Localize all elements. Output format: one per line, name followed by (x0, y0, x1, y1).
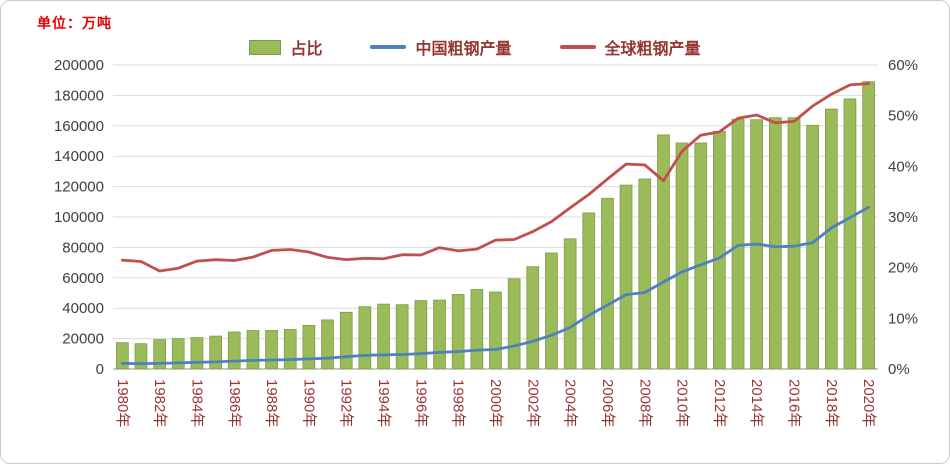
left-axis-tick: 40000 (62, 300, 104, 317)
bar-share (526, 266, 540, 370)
unit-label: 单位：万吨 (37, 15, 112, 31)
right-axis-tick: 30% (888, 209, 918, 226)
bar-share (806, 124, 820, 370)
bar-share (190, 337, 204, 370)
x-axis-tick: 1982年 (151, 379, 168, 427)
bar-share (769, 117, 782, 370)
right-axis-tick: 40% (888, 158, 918, 175)
line-swatch-global-icon (559, 45, 596, 49)
bar-share (563, 238, 577, 370)
bar-swatch-icon (249, 39, 282, 55)
bar-share (825, 108, 838, 370)
bar-share (134, 343, 148, 370)
x-axis-tick: 2012年 (711, 379, 728, 427)
x-axis-tick: 1998年 (450, 379, 467, 427)
bar-share (358, 306, 372, 370)
right-axis-tick: 60% (888, 57, 918, 74)
line-series-0 (120, 205, 871, 366)
x-axis-tick: 2020年 (860, 379, 877, 427)
bar-share (451, 294, 465, 370)
legend-label-china: 中国粗钢产量 (415, 41, 512, 58)
bar-share (545, 252, 558, 370)
right-axis-tick: 0% (888, 361, 910, 378)
legend-label-global: 全球粗钢产量 (604, 41, 701, 58)
bar-share (862, 81, 876, 370)
left-axis-tick: 20000 (62, 331, 104, 348)
bar-share (227, 331, 241, 370)
x-axis-tick: 2006年 (599, 379, 616, 427)
bar-share (395, 304, 409, 370)
x-axis-tick: 1988年 (263, 379, 280, 427)
x-axis-tick: 1980年 (114, 379, 131, 427)
x-axis-tick: 2004年 (562, 379, 579, 427)
x-axis-tick: 2000年 (487, 379, 504, 427)
right-axis-tick: 50% (888, 108, 918, 125)
bar-share (116, 342, 129, 370)
line-series-1 (120, 82, 871, 273)
legend-item-china: 中国粗钢产量 (370, 35, 512, 59)
bar-share (414, 300, 428, 370)
x-axis-tick: 2010年 (674, 379, 691, 427)
bar-share (657, 134, 670, 370)
left-axis-tick: 0 (96, 361, 104, 378)
bar-share (377, 303, 390, 370)
bar-share (339, 311, 353, 370)
bar-share (601, 197, 614, 370)
bar-share (321, 319, 334, 370)
right-axis-tick: 20% (888, 260, 918, 277)
x-axis-tick: 2018年 (823, 379, 840, 427)
x-axis-tick: 1984年 (189, 379, 206, 427)
bar-share (619, 184, 633, 370)
bar-share (843, 98, 857, 370)
bar-share (209, 335, 222, 370)
bar-share (787, 117, 801, 370)
x-axis-tick: 1992年 (338, 379, 355, 427)
left-axis-tick: 60000 (62, 270, 104, 287)
x-axis-tick: 2002年 (524, 379, 541, 427)
left-axis-tick: 200000 (54, 57, 104, 74)
legend-item-share: 占比 (249, 35, 322, 59)
bar-share (246, 330, 260, 370)
bar-share (638, 178, 652, 370)
bar-share (302, 324, 316, 370)
x-axis-tick: 2014年 (748, 379, 765, 427)
x-axis-tick: 2016年 (786, 379, 803, 427)
left-axis-tick: 80000 (62, 239, 104, 256)
legend: 占比 中国粗钢产量 全球粗钢产量 (1, 35, 949, 59)
bar-share (433, 299, 446, 370)
left-axis-tick: 160000 (54, 118, 104, 135)
bar-share (153, 339, 166, 370)
x-axis-tick: 1996年 (412, 379, 429, 427)
left-axis-tick: 120000 (54, 179, 104, 196)
x-axis-tick: 1990年 (300, 379, 317, 427)
bar-share (470, 289, 484, 370)
x-axis-tick: 2008年 (636, 379, 653, 427)
left-axis-tick: 100000 (54, 209, 104, 226)
bar-share (507, 278, 521, 370)
bar-share (283, 329, 297, 370)
right-axis-tick: 10% (888, 310, 918, 327)
line-swatch-china-icon (370, 45, 407, 49)
x-axis-tick: 1986年 (226, 379, 243, 427)
bar-share (171, 338, 185, 370)
bar-share (265, 330, 278, 370)
left-axis-tick: 140000 (54, 148, 104, 165)
legend-item-global: 全球粗钢产量 (559, 35, 701, 59)
left-axis-tick: 180000 (54, 87, 104, 104)
bar-share (489, 291, 502, 370)
legend-label-share: 占比 (290, 41, 323, 58)
bar-share (694, 142, 708, 370)
x-axis-tick: 1994年 (375, 379, 392, 427)
bar-share (713, 130, 726, 370)
bar-share (675, 142, 689, 370)
bar-share (582, 212, 596, 370)
